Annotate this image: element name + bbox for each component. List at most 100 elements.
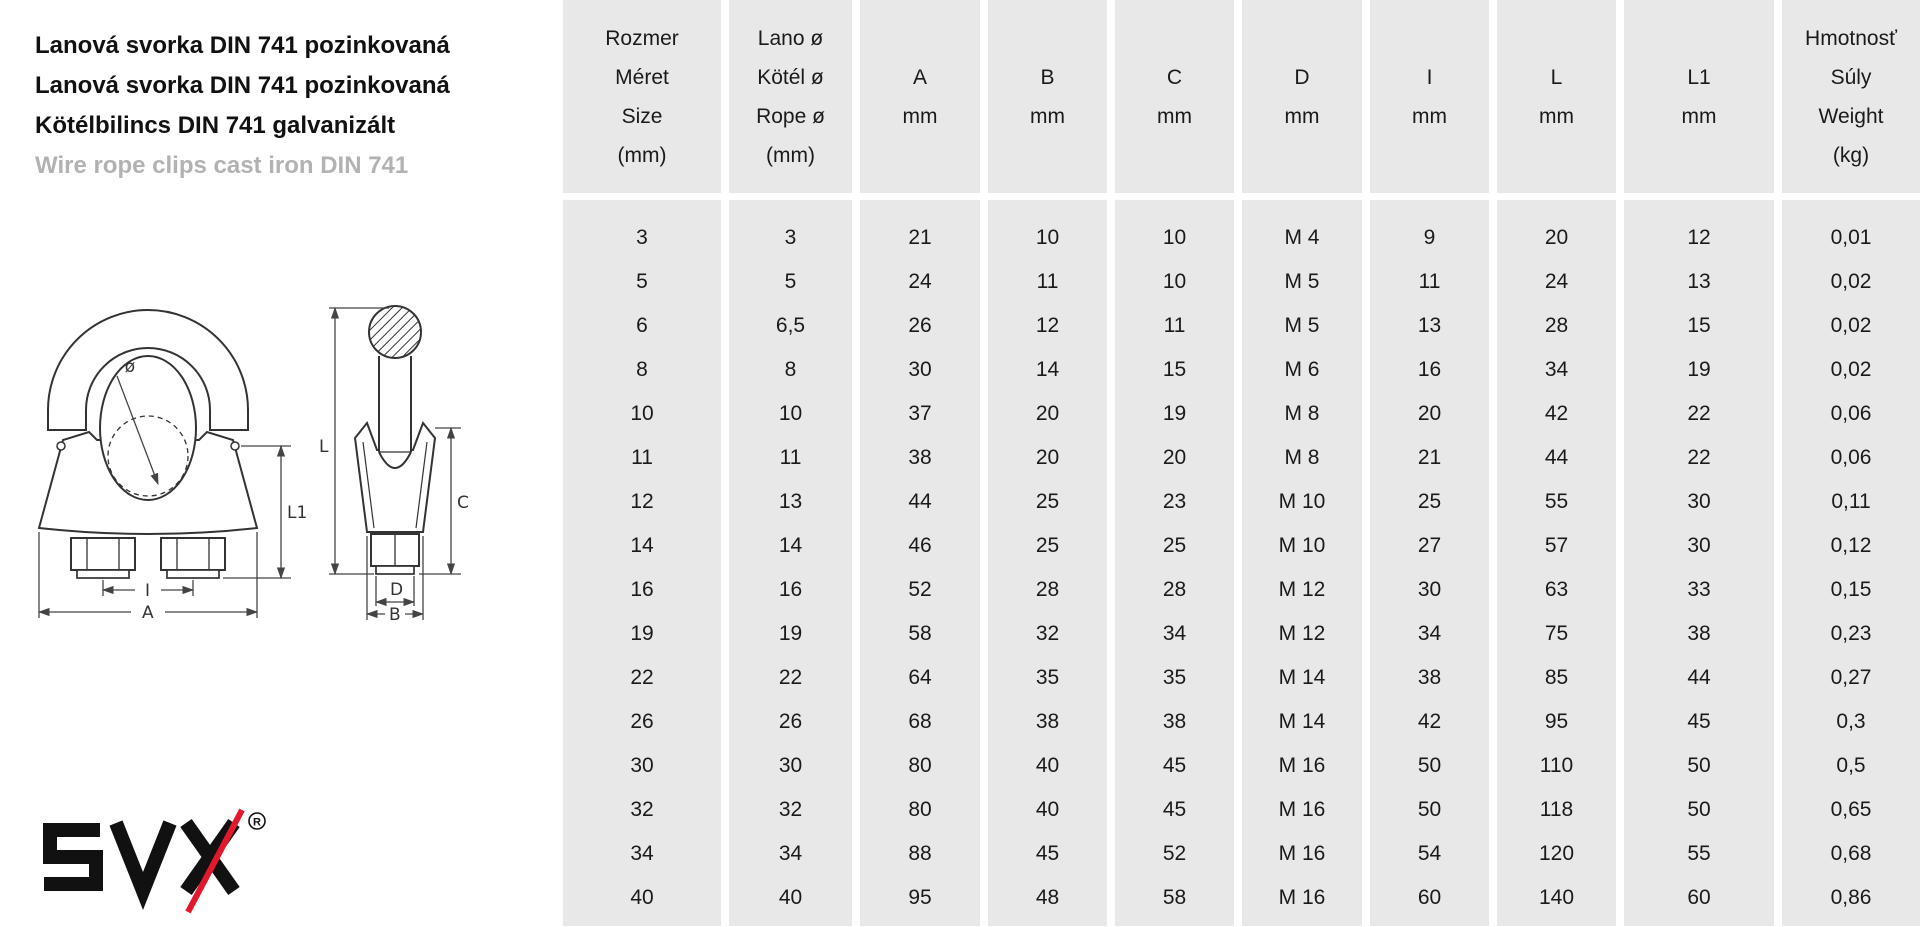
- table-cell: 13: [778, 490, 803, 513]
- table-cell: 15: [1687, 314, 1711, 337]
- product-titles: Lanová svorka DIN 741 pozinkovaná Lanová…: [35, 26, 450, 186]
- column-header-line: mm: [1030, 104, 1065, 128]
- table-cell: 5: [784, 270, 797, 293]
- column-header-line: I: [1426, 65, 1433, 89]
- table-cell: 34: [1162, 622, 1187, 645]
- table-cell: 52: [1162, 842, 1187, 865]
- table-cell: 60: [1417, 886, 1442, 909]
- title-line-hu: Kötélbilincs DIN 741 galvanizált: [35, 112, 396, 139]
- table-cell: M 8: [1284, 446, 1320, 469]
- table-cell: 50: [1687, 798, 1711, 821]
- table-cell: 20: [1544, 226, 1569, 249]
- table-cell: 60: [1687, 886, 1711, 909]
- table-cell: 35: [1035, 666, 1060, 689]
- column-header-line: L: [1550, 65, 1563, 89]
- table-cell: 19: [1687, 358, 1711, 381]
- dim-label-l: L: [319, 437, 329, 457]
- table-cell: 19: [1162, 402, 1187, 425]
- table-cell: M 12: [1278, 578, 1326, 601]
- column-header-line: L1: [1687, 65, 1711, 89]
- table-cell: 35: [1162, 666, 1187, 689]
- logo-red-slash: [185, 808, 245, 914]
- table-cell: 21: [1417, 446, 1442, 469]
- table-cell: M 12: [1278, 622, 1326, 645]
- column-header-line: B: [1040, 65, 1055, 89]
- table-cell: 0,27: [1830, 666, 1872, 689]
- table-cell: 14: [778, 534, 803, 557]
- column-strip-weight: 0,01 0,02 0,02 0,02 0,06 0,06 0,11 0,12 0,15 0,23…: [1782, 200, 1920, 926]
- table-cell: 20: [1035, 446, 1060, 469]
- table-cell: 25: [1035, 534, 1060, 557]
- column-header-line: C: [1166, 65, 1183, 89]
- table-cell: 0,06: [1830, 446, 1872, 469]
- table-cell: 40: [778, 886, 803, 909]
- dim-label-a: A: [142, 603, 154, 623]
- dim-label-d: D: [390, 580, 403, 600]
- table-cell: 0,65: [1830, 798, 1872, 821]
- table-cell: 24: [908, 270, 932, 293]
- table-cell: 12: [1687, 226, 1711, 249]
- table-cell: 88: [908, 842, 932, 865]
- table-cell: 8: [784, 358, 797, 381]
- column-header-line: Weight: [1818, 104, 1884, 128]
- table-cell: 0,3: [1836, 710, 1866, 733]
- column-strip-b: 10 11 12 14 20 20 25 25 28 32 35 38 40 40 45 48: [988, 200, 1107, 926]
- table-cell: 80: [908, 754, 932, 777]
- table-cell: 0,23: [1830, 622, 1872, 645]
- table-cell: 12: [630, 490, 654, 513]
- table-cell: M 14: [1278, 710, 1326, 733]
- table-cell: 32: [630, 798, 654, 821]
- table-cell: 37: [908, 402, 932, 425]
- table-cell: 95: [1544, 710, 1569, 733]
- table-cell: 32: [1035, 622, 1060, 645]
- table-cell: 30: [1687, 490, 1711, 513]
- table-cell: 24: [1544, 270, 1569, 293]
- dim-label-c: C: [457, 493, 469, 513]
- table-cell: 12: [1035, 314, 1060, 337]
- table-cell: 25: [1417, 490, 1442, 513]
- table-cell: 30: [1417, 578, 1442, 601]
- table-cell: 16: [778, 578, 803, 601]
- table-cell: 14: [630, 534, 654, 557]
- column-header-line: mm: [1284, 104, 1320, 128]
- svx-logo: R: [43, 808, 266, 914]
- column-strip-size: 3 5 6 8 10 11 12 14 16 19 22 26 30 32 34 40: [563, 200, 721, 926]
- table-cell: 44: [1544, 446, 1569, 469]
- table-cell: 20: [1035, 402, 1060, 425]
- table-body: 3 5 6 8 10 11 12 14 16 19 22 26 30 32 34 40 3 5 6,5 8 10 11 13…: [563, 200, 1920, 926]
- table-cell: 63: [1544, 578, 1569, 601]
- column-strip-rope-diameter: 3 5 6,5 8 10 11 13 14 16 19 22 26 30 32 34 40: [729, 200, 852, 926]
- table-cell: 57: [1544, 534, 1569, 557]
- column-header-line: Hmotnosť: [1805, 26, 1897, 50]
- column-header-size: Rozmer Méret Size (mm): [563, 0, 721, 193]
- table-cell: 55: [1544, 490, 1569, 513]
- table-cell: 28: [1544, 314, 1569, 337]
- table-cell: 22: [630, 666, 654, 689]
- table-cell: M 16: [1278, 798, 1326, 821]
- table-cell: 52: [908, 578, 932, 601]
- table-cell: 25: [1162, 534, 1187, 557]
- table-cell: M 14: [1278, 666, 1326, 689]
- table-cell: 8: [636, 358, 648, 381]
- table-cell: 30: [908, 358, 932, 381]
- table-cell: 21: [908, 226, 932, 249]
- column-header-line: (mm): [617, 143, 667, 167]
- dim-label-b: B: [389, 605, 401, 625]
- table-cell: 6,5: [775, 314, 806, 337]
- table-cell: 33: [1687, 578, 1711, 601]
- title-line-sk-2: Lanová svorka DIN 741 pozinkovaná: [35, 72, 450, 99]
- table-cell: 40: [1035, 798, 1060, 821]
- table-cell: 16: [630, 578, 654, 601]
- table-cell: 25: [1035, 490, 1060, 513]
- table-cell: 50: [1687, 754, 1711, 777]
- table-cell: 0,5: [1836, 754, 1866, 777]
- table-cell: 80: [908, 798, 932, 821]
- table-cell: 3: [636, 226, 648, 249]
- table-cell: 30: [630, 754, 654, 777]
- table-cell: 45: [1162, 754, 1187, 777]
- column-header-line: mm: [1681, 104, 1717, 128]
- table-cell: 0,86: [1830, 886, 1872, 909]
